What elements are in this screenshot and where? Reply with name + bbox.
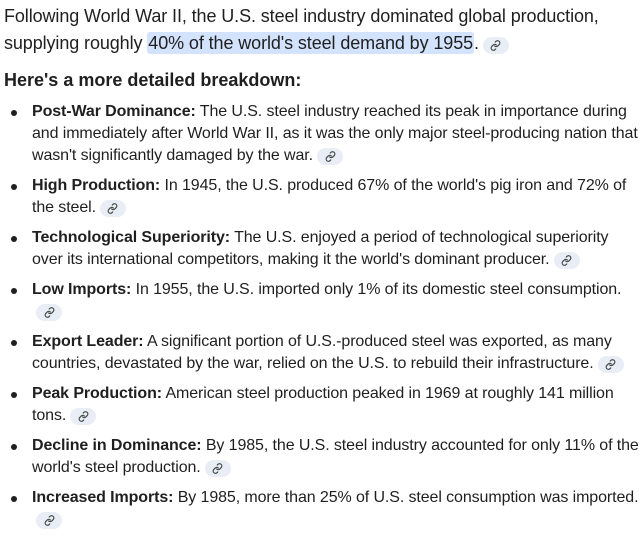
item-text: The U.S. enjoyed a period of technologic… xyxy=(32,229,609,268)
source-link-chip[interactable] xyxy=(553,252,580,269)
source-link-chip[interactable] xyxy=(204,460,231,477)
item-term: Post-War Dominance: xyxy=(32,103,196,120)
bullet-dot xyxy=(11,288,17,294)
item-term: Decline in Dominance: xyxy=(32,437,202,454)
link-icon xyxy=(605,359,616,370)
link-icon xyxy=(325,151,335,162)
item-text: A significant portion of U.S.-produced s… xyxy=(32,333,612,372)
list-item: Technological Superiority: The U.S. enjo… xyxy=(4,227,640,271)
source-link-chip[interactable] xyxy=(99,200,126,217)
section-heading: Here's a more detailed breakdown: xyxy=(4,70,302,90)
bullet-dot xyxy=(11,184,17,190)
item-term: Technological Superiority: xyxy=(32,229,231,246)
list-item: High Production: In 1945, the U.S. produ… xyxy=(4,175,640,219)
source-link-chip[interactable] xyxy=(597,356,624,373)
item-text: In 1945, the U.S. produced 67% of the wo… xyxy=(32,177,627,216)
bullet-dot xyxy=(11,496,17,502)
link-icon xyxy=(561,255,572,266)
link-icon xyxy=(44,307,54,318)
source-link-chip[interactable] xyxy=(36,304,62,321)
link-icon xyxy=(212,463,223,474)
bullet-dot xyxy=(11,340,17,346)
source-link-chip[interactable] xyxy=(36,512,62,529)
item-term: Low Imports: xyxy=(32,281,132,298)
link-icon xyxy=(491,40,501,51)
intro-paragraph: Following World War II, the U.S. steel i… xyxy=(4,0,640,57)
list-item: Low Imports: In 1955, the U.S. imported … xyxy=(4,279,640,323)
source-link-chip[interactable] xyxy=(482,37,509,54)
item-term: Export Leader: xyxy=(32,333,144,350)
list-item: Decline in Dominance: By 1985, the U.S. … xyxy=(4,435,640,479)
intro-text-after: . xyxy=(474,33,479,53)
list-item: Post-War Dominance: The U.S. steel indus… xyxy=(4,101,640,167)
link-icon xyxy=(44,515,54,526)
source-link-chip[interactable] xyxy=(317,148,343,165)
item-text: American steel production peaked in 1969… xyxy=(32,385,614,424)
item-term: Increased Imports: xyxy=(32,489,174,506)
item-text: In 1955, the U.S. imported only 1% of it… xyxy=(131,281,622,298)
list-item: Peak Production: American steel producti… xyxy=(4,383,640,427)
item-text: By 1985, the U.S. steel industry account… xyxy=(32,437,639,476)
item-term: Peak Production: xyxy=(32,385,162,402)
item-text: By 1985, more than 25% of U.S. steel con… xyxy=(173,489,639,506)
item-term: High Production: xyxy=(32,177,161,194)
response-content: Following World War II, the U.S. steel i… xyxy=(4,0,640,539)
bullet-dot xyxy=(11,236,17,242)
list-item: Increased Imports: By 1985, more than 25… xyxy=(4,487,640,531)
source-link-chip[interactable] xyxy=(70,408,97,425)
highlighted-claim[interactable]: 40% of the world's steel demand by 1955 xyxy=(147,32,475,54)
item-text: The U.S. steel industry reached its peak… xyxy=(32,103,638,164)
bullet-dot xyxy=(11,444,17,450)
link-icon xyxy=(78,411,89,422)
breakdown-list: Post-War Dominance: The U.S. steel indus… xyxy=(4,101,640,531)
bullet-dot xyxy=(11,110,17,116)
list-item: Export Leader: A significant portion of … xyxy=(4,331,640,375)
intro-text-before: Following World War II, the U.S. steel i… xyxy=(4,6,599,53)
bullet-dot xyxy=(11,392,17,398)
link-icon xyxy=(108,203,118,214)
